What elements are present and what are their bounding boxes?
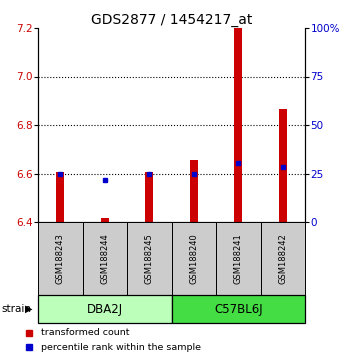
Bar (190, 160, 198, 222)
Text: DBA2J: DBA2J (87, 303, 123, 315)
Bar (261, 222, 305, 295)
Bar (172, 295, 305, 323)
Bar (234, 22, 242, 222)
Text: GSM188243: GSM188243 (56, 233, 65, 284)
Text: GSM188244: GSM188244 (100, 233, 109, 284)
Bar (101, 218, 109, 222)
Bar (216, 222, 261, 295)
Bar (38, 222, 83, 295)
Bar (172, 222, 216, 295)
Bar (38, 295, 172, 323)
Text: ▶: ▶ (25, 304, 33, 314)
Bar (83, 222, 127, 295)
Title: GDS2877 / 1454217_at: GDS2877 / 1454217_at (91, 13, 252, 27)
Text: transformed count: transformed count (41, 328, 130, 337)
Bar (56, 172, 64, 222)
Text: strain: strain (2, 304, 32, 314)
Bar (145, 172, 153, 222)
Text: percentile rank within the sample: percentile rank within the sample (41, 343, 201, 352)
Text: GSM188240: GSM188240 (189, 233, 198, 284)
Text: C57BL6J: C57BL6J (214, 303, 263, 315)
Bar (127, 222, 172, 295)
Bar (279, 109, 287, 222)
Text: GSM188245: GSM188245 (145, 233, 154, 284)
Text: GSM188241: GSM188241 (234, 233, 243, 284)
Text: GSM188242: GSM188242 (278, 233, 287, 284)
